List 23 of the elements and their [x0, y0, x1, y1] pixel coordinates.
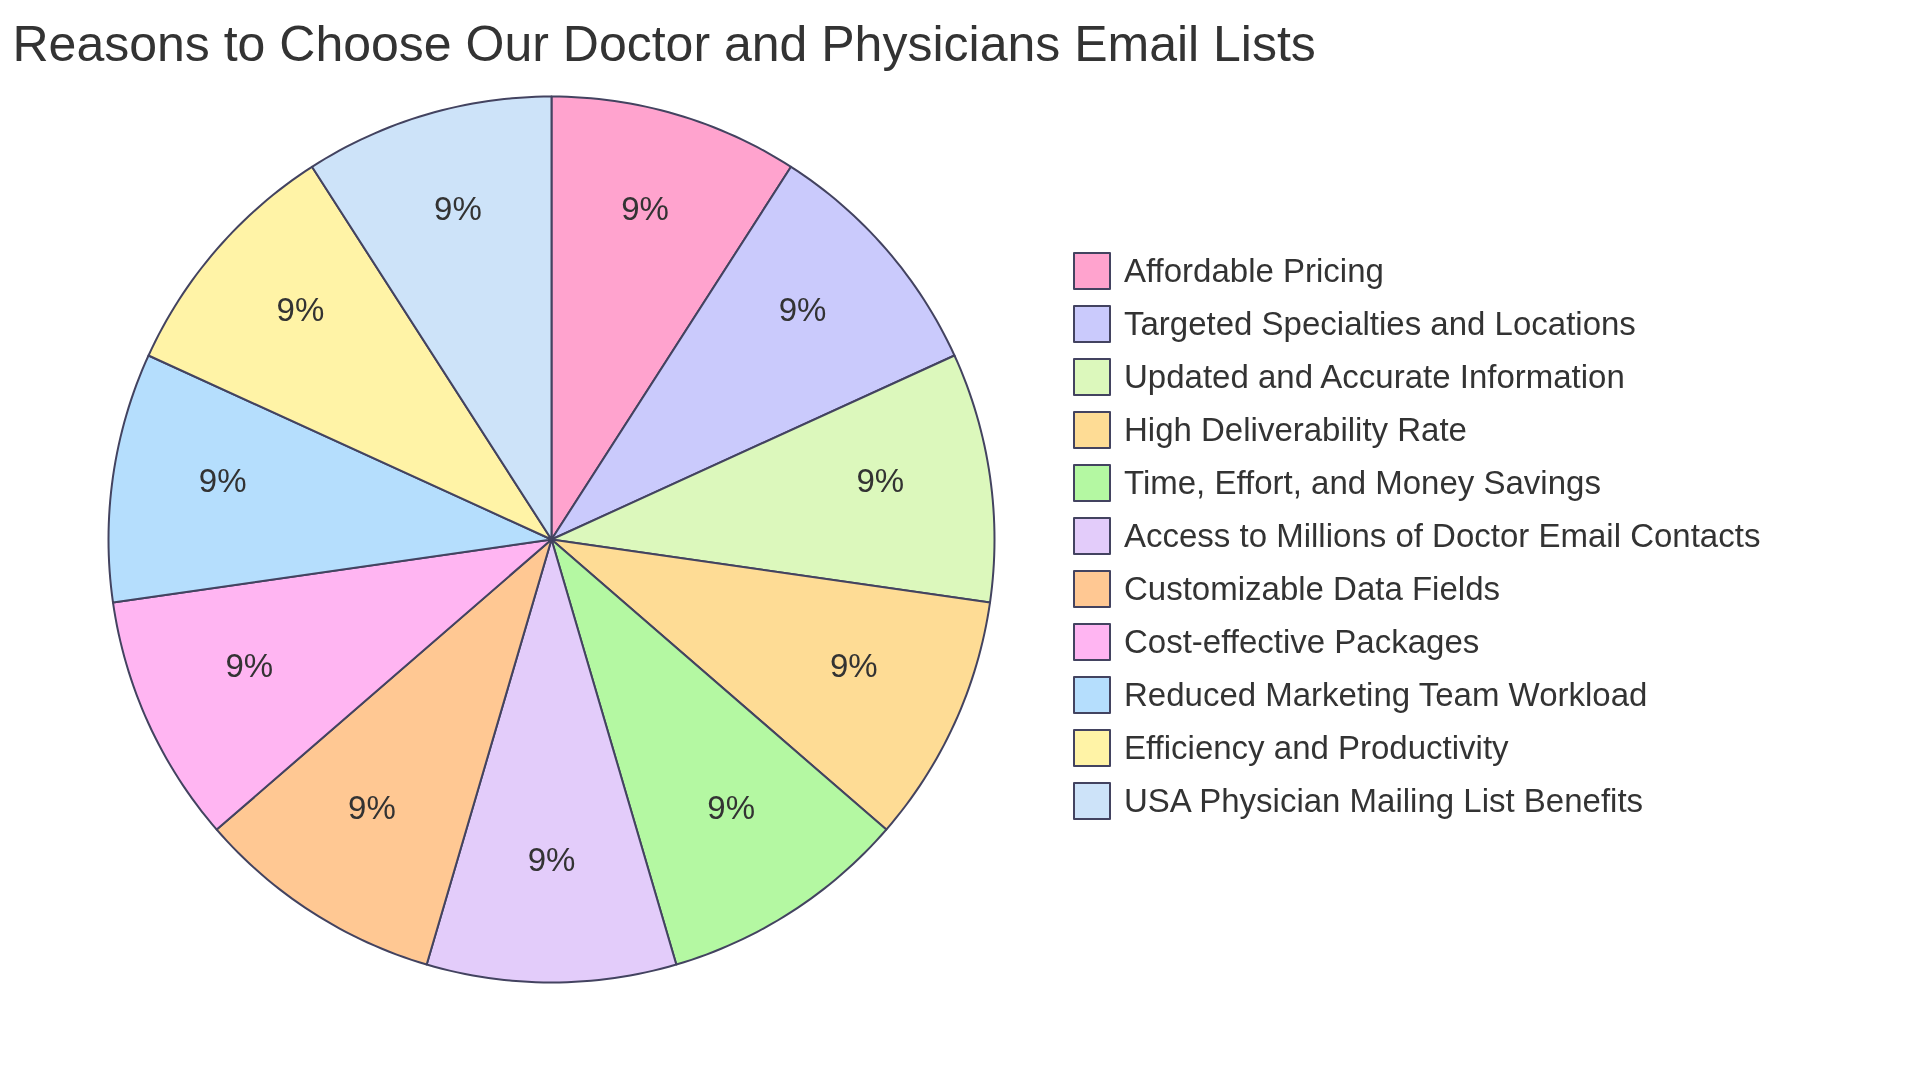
data-label: 9% [856, 461, 905, 499]
legend-label: Customizable Data Fields [1124, 568, 1500, 609]
chart-title: Reasons to Choose Our Doctor and Physicians Email Lists [12, 15, 1316, 72]
data-label: 9% [527, 841, 576, 879]
legend-label: USA Physician Mailing List Benefits [1124, 780, 1644, 821]
legend-label: Efficiency and Productivity [1124, 727, 1509, 768]
data-label: 9% [276, 291, 325, 329]
legend-label: Affordable Pricing [1124, 250, 1384, 291]
data-label: 9% [225, 647, 274, 685]
data-label: 9% [778, 291, 827, 329]
legend-label: Reduced Marketing Team Workload [1124, 674, 1648, 715]
legend-label: Targeted Specialties and Locations [1124, 303, 1636, 344]
legend-label: Access to Millions of Doctor Email Contacts [1124, 515, 1761, 556]
legend-label: Cost-effective Packages [1124, 621, 1480, 662]
data-label: 9% [621, 190, 669, 228]
data-label: 9% [707, 788, 755, 826]
legend-label: Time, Effort, and Money Savings [1124, 462, 1601, 503]
data-label: 9% [434, 190, 482, 228]
data-label: 9% [198, 461, 247, 499]
data-label: 9% [348, 788, 396, 826]
legend-label: High Deliverability Rate [1124, 409, 1467, 450]
data-label: 9% [829, 647, 878, 685]
legend-label: Updated and Accurate Information [1124, 356, 1625, 397]
